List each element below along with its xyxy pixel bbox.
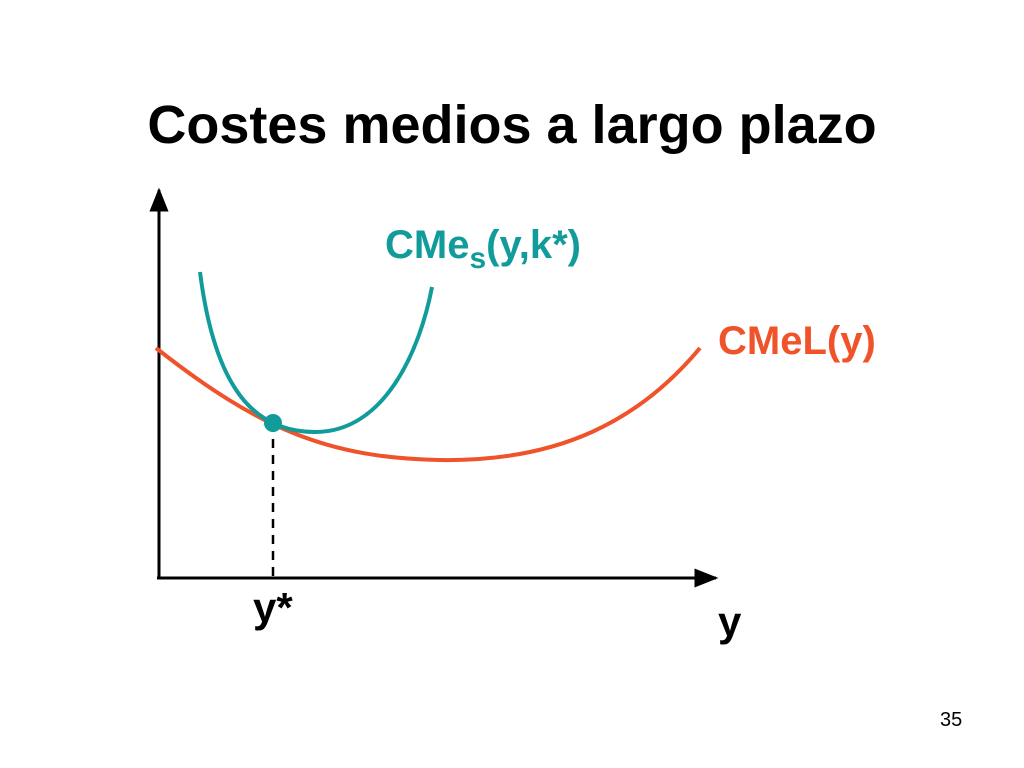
long-run-label: CMeL(y) <box>718 319 876 363</box>
page-number: 35 <box>940 709 962 731</box>
long-run-curve <box>154 346 702 463</box>
short-run-label-subscript: s <box>469 242 486 275</box>
tangency-point <box>264 414 282 432</box>
x-axis-label: y <box>718 598 742 645</box>
short-run-curve <box>198 271 434 435</box>
slide-title: Costes medios a largo plazo <box>147 95 876 155</box>
y-star-label: y* <box>253 584 293 631</box>
short-run-label-main: CMe <box>385 223 469 267</box>
short-run-label-rest: (y,k*) <box>486 223 581 267</box>
short-run-label: CMes(y,k*) <box>385 223 581 275</box>
